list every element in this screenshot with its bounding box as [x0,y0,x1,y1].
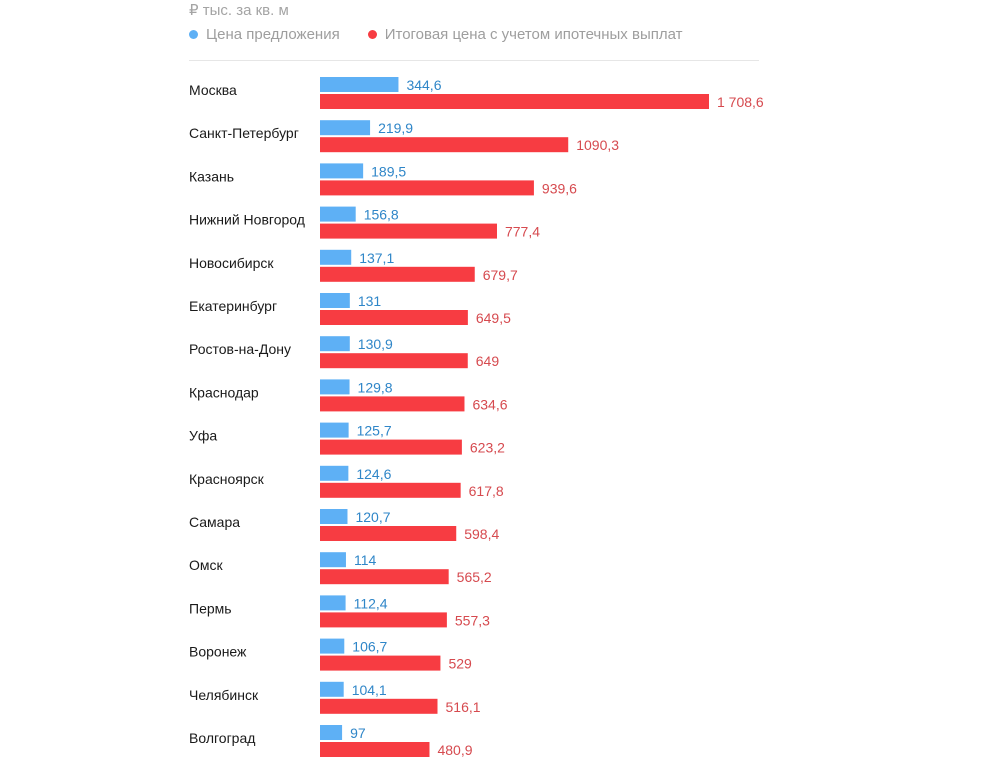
category-label: Казань [189,168,234,184]
data-label-total-price: 480,9 [437,742,472,758]
bar-offer-price [320,293,350,308]
category-label: Екатеринбург [189,298,277,314]
data-label-offer-price: 112,4 [354,595,388,611]
category-label: Новосибирск [189,255,274,271]
bar-offer-price [320,249,352,265]
legend-dot-icon [189,30,198,39]
bar-offer-price [320,336,350,352]
bar-total-price [320,655,441,671]
category-label: Воронеж [189,644,247,660]
data-label-offer-price: 219,9 [378,120,413,136]
legend-divider [189,60,759,61]
category-label: Нижний Новгород [189,212,305,228]
bar-total-price [320,266,475,282]
legend-label: Цена предложения [206,26,340,43]
bar-offer-price [320,206,356,222]
data-label-offer-price: 97 [350,725,366,741]
data-label-total-price: 679,7 [483,267,518,283]
bar-offer-price [320,422,349,438]
category-label: Уфа [189,428,217,444]
bar-offer-price [320,595,346,611]
category-label: Ростов-на-Дону [189,341,291,357]
data-label-total-price: 1090,3 [576,137,619,153]
data-label-offer-price: 131 [358,293,382,309]
bar-total-price [320,612,447,628]
data-label-offer-price: 344,6 [406,77,441,93]
data-label-total-price: 634,6 [472,396,507,412]
bar-total-price [320,439,462,455]
category-label: Челябинск [189,687,259,703]
data-label-total-price: 939,6 [542,180,577,196]
bar-total-price [320,482,461,498]
data-label-total-price: 649 [476,353,500,369]
data-label-total-price: 557,3 [455,612,490,628]
bar-offer-price [320,379,350,395]
bar-total-price [320,180,534,196]
category-label: Самара [189,514,240,530]
bar-total-price [320,526,457,541]
data-label-offer-price: 125,7 [357,423,392,439]
data-label-total-price: 598,4 [464,526,499,542]
legend-item-offer-price: Цена предложения [189,26,340,43]
data-label-total-price: 529 [448,656,472,672]
data-label-total-price: 516,1 [446,699,481,715]
data-label-offer-price: 129,8 [358,379,393,395]
data-label-offer-price: 156,8 [364,207,399,223]
bar-total-price [320,742,430,757]
bar-total-price [320,353,468,369]
data-label-total-price: 649,5 [476,310,511,326]
bar-total-price [320,310,468,325]
legend-item-total-price: Итоговая цена с учетом ипотечных выплат [367,26,683,43]
unit-label: ₽ тыс. за кв. м [189,2,289,19]
data-label-offer-price: 120,7 [355,509,390,525]
legend-label: Итоговая цена с учетом ипотечных выплат [384,26,683,43]
data-label-offer-price: 124,6 [356,466,391,482]
legend-dot-icon [367,30,377,39]
category-label: Краснодар [189,384,259,400]
data-label-total-price: 617,8 [469,483,504,499]
category-label: Москва [189,82,237,98]
category-label: Пермь [189,600,232,616]
bar-offer-price [320,552,346,568]
bar-total-price [320,94,709,109]
data-label-offer-price: 114 [354,552,377,568]
data-label-total-price: 565,2 [457,569,492,585]
bar-offer-price [320,509,348,524]
data-label-offer-price: 137,1 [359,250,394,266]
bar-total-price [320,698,438,714]
data-label-total-price: 623,2 [470,440,505,456]
category-label: Красноярск [189,471,265,487]
category-label: Санкт-Петербург [189,125,299,141]
bar-offer-price [320,163,364,179]
data-label-offer-price: 104,1 [352,682,387,698]
data-label-offer-price: 189,5 [371,163,406,179]
data-label-offer-price: 130,9 [358,336,393,352]
bar-offer-price [320,77,399,92]
bar-total-price [320,137,569,153]
bar-total-price [320,396,465,412]
category-label: Волгоград [189,730,255,746]
data-label-offer-price: 106,7 [352,639,387,655]
bar-offer-price [320,120,371,136]
category-label: Омск [189,557,224,573]
bar-total-price [320,223,497,239]
data-label-total-price: 777,4 [505,224,540,240]
chart-legend: Цена предложения Итоговая цена с учетом … [189,26,711,43]
bar-offer-price [320,681,344,697]
bar-total-price [320,569,449,585]
bar-offer-price [320,725,343,740]
bar-offer-price [320,638,345,654]
bar-offer-price [320,465,349,481]
data-label-total-price: 1 708,6 [717,94,764,110]
